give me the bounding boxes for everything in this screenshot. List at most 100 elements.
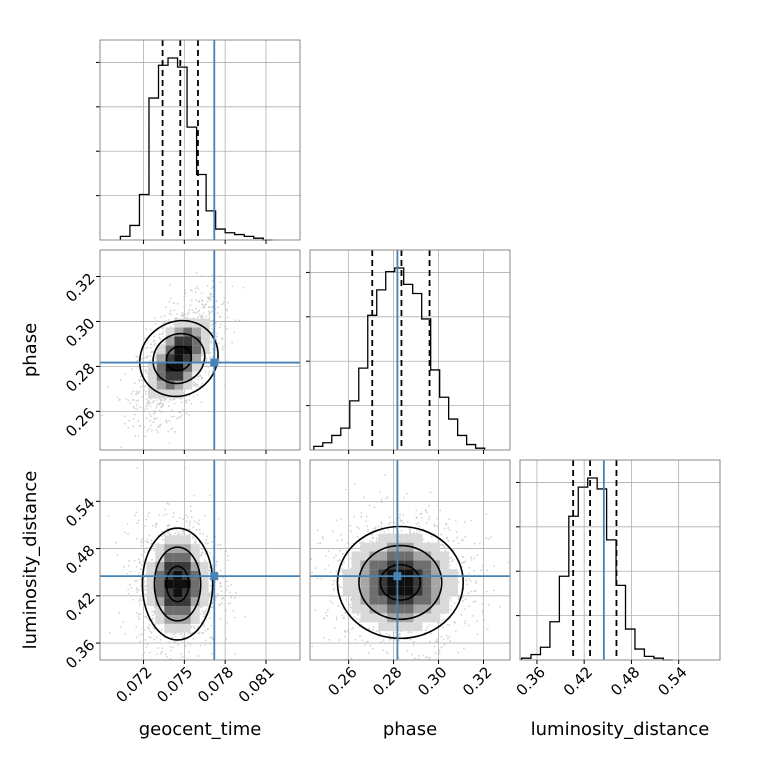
sample-point bbox=[139, 603, 141, 606]
sample-point bbox=[188, 533, 191, 536]
density-cell bbox=[360, 560, 370, 570]
sample-point bbox=[226, 316, 229, 319]
sample-point bbox=[188, 525, 191, 527]
sample-point bbox=[206, 296, 209, 299]
sample-point bbox=[210, 311, 212, 314]
sample-point bbox=[151, 617, 154, 620]
sample-point bbox=[168, 524, 170, 526]
density-cell bbox=[201, 345, 210, 355]
sample-point bbox=[476, 554, 479, 557]
sample-point bbox=[152, 410, 155, 413]
sample-point bbox=[352, 627, 355, 629]
sample-point bbox=[209, 643, 212, 645]
sample-point bbox=[149, 636, 152, 639]
density-cell bbox=[183, 371, 193, 381]
sample-point bbox=[205, 315, 207, 318]
sample-point bbox=[210, 299, 213, 302]
sample-point bbox=[188, 394, 191, 397]
sample-point bbox=[143, 386, 145, 389]
sample-point bbox=[403, 496, 406, 499]
sample-point bbox=[157, 458, 159, 460]
sample-point bbox=[208, 298, 211, 301]
sample-point bbox=[393, 638, 396, 641]
density-cell bbox=[190, 544, 200, 554]
sample-point bbox=[185, 412, 188, 415]
sample-point bbox=[132, 425, 135, 428]
sample-point bbox=[493, 680, 495, 682]
sample-point bbox=[208, 636, 211, 639]
sample-point bbox=[216, 312, 219, 315]
sample-point bbox=[493, 565, 496, 568]
sample-point bbox=[146, 643, 149, 646]
sample-point bbox=[466, 583, 468, 586]
sample-point bbox=[168, 318, 170, 321]
sample-point bbox=[372, 628, 374, 631]
sample-point bbox=[144, 588, 146, 591]
sample-point bbox=[212, 319, 214, 322]
sample-point bbox=[335, 554, 337, 557]
density-cell bbox=[360, 578, 370, 587]
sample-point bbox=[160, 399, 163, 401]
sample-point bbox=[192, 395, 195, 398]
sample-point bbox=[131, 598, 134, 601]
sample-point bbox=[167, 405, 170, 407]
sample-point bbox=[327, 550, 330, 553]
density-cell bbox=[155, 561, 165, 571]
sample-point bbox=[442, 626, 444, 629]
sample-point bbox=[205, 608, 208, 611]
density-cell bbox=[413, 560, 423, 570]
sample-point bbox=[187, 651, 190, 654]
sample-point bbox=[223, 384, 226, 387]
density-cell bbox=[190, 570, 200, 580]
density-cell bbox=[369, 578, 379, 587]
sample-point bbox=[202, 532, 205, 535]
sample-point bbox=[185, 401, 188, 404]
sample-point bbox=[156, 431, 159, 434]
sample-point bbox=[364, 644, 367, 647]
density-cell bbox=[360, 595, 370, 605]
sample-point bbox=[190, 402, 193, 405]
sample-point bbox=[418, 654, 421, 657]
density-cell bbox=[387, 622, 396, 632]
sample-point bbox=[462, 556, 465, 559]
sample-point bbox=[173, 323, 175, 326]
sample-point bbox=[306, 603, 308, 605]
sample-point bbox=[198, 528, 201, 531]
density-cell bbox=[413, 622, 423, 632]
sample-point bbox=[158, 336, 161, 339]
sample-point bbox=[377, 525, 379, 528]
sample-point bbox=[437, 504, 440, 507]
sample-point bbox=[108, 631, 111, 634]
sample-point bbox=[385, 650, 388, 653]
sample-point bbox=[123, 531, 126, 534]
sample-point bbox=[470, 556, 473, 559]
sample-point bbox=[234, 653, 237, 656]
sample-point bbox=[227, 559, 230, 562]
sample-point bbox=[124, 632, 127, 635]
sample-point bbox=[411, 653, 414, 656]
density-cell bbox=[351, 586, 361, 596]
sample-point bbox=[468, 624, 471, 627]
sample-point bbox=[178, 533, 181, 536]
sample-point bbox=[210, 591, 212, 594]
density-cell bbox=[192, 362, 202, 372]
sample-point bbox=[204, 639, 207, 642]
sample-point bbox=[462, 596, 464, 598]
sample-point bbox=[143, 425, 146, 428]
sample-point bbox=[471, 559, 473, 561]
sample-point bbox=[127, 588, 130, 591]
density-cell bbox=[395, 622, 405, 632]
sample-point bbox=[132, 406, 135, 408]
density-cell bbox=[181, 623, 191, 633]
density-cell bbox=[387, 569, 396, 579]
sample-point bbox=[398, 633, 400, 636]
sample-point bbox=[219, 618, 222, 620]
sample-point bbox=[385, 632, 388, 635]
sample-point bbox=[135, 511, 138, 514]
sample-point bbox=[183, 305, 186, 307]
sample-point bbox=[498, 605, 501, 608]
sample-point bbox=[472, 614, 474, 617]
sample-point bbox=[140, 564, 143, 566]
sample-point bbox=[468, 578, 471, 580]
sample-point bbox=[373, 506, 376, 509]
